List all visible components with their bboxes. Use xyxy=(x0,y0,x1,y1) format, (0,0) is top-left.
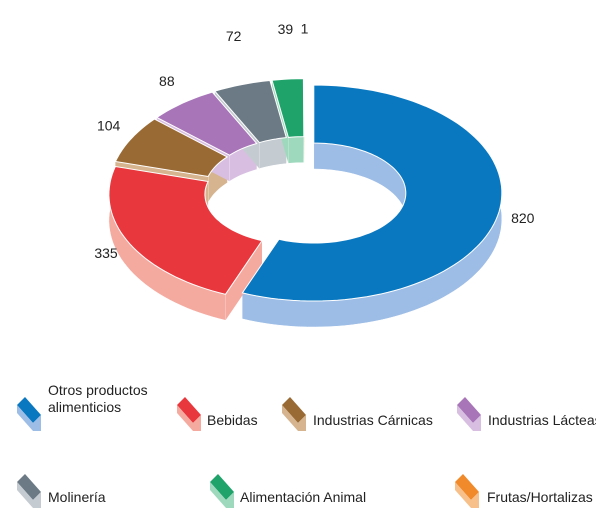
legend-label: Bebidas xyxy=(207,412,258,428)
legend-swatch xyxy=(210,482,226,508)
legend-swatch xyxy=(457,405,473,431)
legend-swatch xyxy=(457,397,481,423)
legend-swatch xyxy=(193,415,201,431)
slice xyxy=(108,165,263,295)
slice-end-wall xyxy=(225,240,262,321)
slice-inner-wall xyxy=(288,136,305,164)
legend-label: Industrias Lácteas xyxy=(488,412,596,428)
legend-icon xyxy=(17,397,41,431)
data-label: 88 xyxy=(159,73,175,89)
legend-swatch xyxy=(473,415,481,431)
legend-swatch xyxy=(455,474,479,500)
legend-icon xyxy=(17,474,41,508)
legend-icon xyxy=(455,474,479,508)
tops xyxy=(108,78,503,302)
legend-label: Alimentación Animal xyxy=(240,489,367,505)
legend-swatch xyxy=(226,492,234,508)
slice xyxy=(114,118,229,178)
legend-swatch xyxy=(17,405,33,431)
legend-icon xyxy=(282,397,306,431)
legend-swatch xyxy=(298,415,306,431)
data-label: 39 xyxy=(278,21,294,37)
chart: 820 335 104 88 72 39 1 xyxy=(94,21,535,328)
legend-swatch xyxy=(210,474,234,500)
legend-swatch xyxy=(33,415,41,431)
legend-icon xyxy=(457,397,481,431)
data-label: 1 xyxy=(301,21,309,37)
legend-swatch xyxy=(177,397,201,423)
legend-swatch xyxy=(282,405,298,431)
data-label: 820 xyxy=(511,210,535,226)
legend-swatch xyxy=(282,397,306,423)
legend-label: Otros productos alimenticios xyxy=(48,382,148,415)
legend-icon xyxy=(177,397,201,431)
legend-label: Molinería xyxy=(48,489,106,505)
legend-swatch xyxy=(33,492,41,508)
legend-swatch xyxy=(177,405,193,431)
data-label: 335 xyxy=(94,245,118,261)
legend-swatch xyxy=(471,492,479,508)
slice xyxy=(155,91,258,156)
legend-label: Frutas/Hortalizas xyxy=(487,489,593,505)
legend-swatch xyxy=(17,397,41,423)
legend-swatch xyxy=(17,474,41,500)
slice xyxy=(214,79,287,144)
data-label: 104 xyxy=(97,117,121,133)
data-label: 72 xyxy=(226,28,242,44)
legend-swatch xyxy=(455,482,471,508)
slice xyxy=(241,84,503,302)
slice xyxy=(271,78,305,138)
legend-icon xyxy=(210,474,234,508)
legend-label: Industrias Cárnicas xyxy=(313,412,433,428)
slice xyxy=(303,78,306,138)
legend-swatch xyxy=(17,482,33,508)
